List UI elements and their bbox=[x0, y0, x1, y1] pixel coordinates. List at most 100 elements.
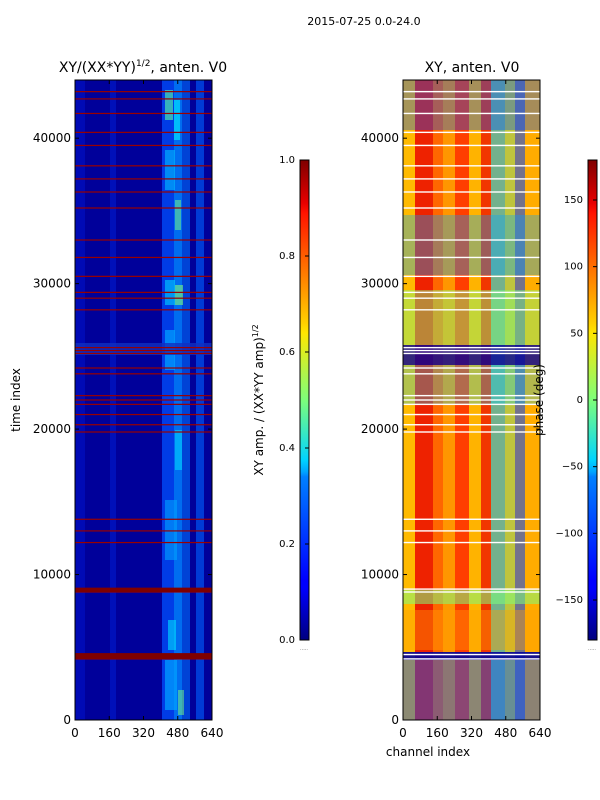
phase-gap-line bbox=[403, 541, 540, 544]
flagged-row-line bbox=[75, 541, 212, 544]
phase-gap-line bbox=[403, 588, 540, 590]
flagged-band bbox=[75, 587, 212, 592]
flagged-band bbox=[75, 653, 212, 659]
flagged-row-line bbox=[75, 144, 212, 147]
phase-gap-line bbox=[403, 394, 540, 397]
amplitude-title-tail: , anten. V0 bbox=[150, 60, 227, 76]
amplitude-y-axis-label: time index bbox=[9, 368, 23, 432]
phase-gap-line bbox=[403, 291, 540, 294]
phase-gap-rows bbox=[403, 90, 540, 660]
colorbar-tick-label: 0.4 bbox=[279, 443, 295, 454]
flagged-row-line bbox=[75, 131, 212, 133]
phase-gap-line bbox=[403, 431, 540, 433]
phase-colorbar: −150 −100 −50 0 50 100 150 ..... phase (deg) bbox=[532, 159, 598, 652]
colorbar-tick-label: 0 bbox=[577, 395, 583, 406]
x-tick-label: 0 bbox=[71, 726, 79, 740]
colorbar-tick-label: 0.2 bbox=[279, 539, 295, 550]
flagged-row-line bbox=[75, 91, 212, 93]
x-tick-label: 0 bbox=[399, 726, 407, 740]
y-tick-label: 30000 bbox=[33, 277, 71, 291]
y-tick-label: 10000 bbox=[33, 568, 71, 582]
phase-x-axis-label: channel index bbox=[386, 745, 470, 759]
flagged-row-line bbox=[75, 431, 212, 433]
flagged-row-line bbox=[75, 367, 212, 369]
flagged-row-line bbox=[75, 191, 212, 193]
x-tick-label: 160 bbox=[426, 726, 449, 740]
amplitude-colorbar-label-main: XY amp. / (XX*YY amp) bbox=[252, 337, 266, 475]
phase-colorbar-label: phase (deg) bbox=[532, 364, 546, 436]
amplitude-heatmap-title: XY/(XX*YY)1/2, anten. V0 bbox=[59, 59, 227, 76]
x-tick-label: 480 bbox=[166, 726, 189, 740]
phase-gap-line bbox=[403, 658, 540, 660]
phase-gap-line bbox=[403, 373, 540, 375]
y-tick-label: 20000 bbox=[361, 422, 399, 436]
phase-gap-line bbox=[403, 424, 540, 426]
phase-gap-line bbox=[403, 207, 540, 209]
amplitude-colorbar-label: XY amp. / (XX*YY amp)1/2 bbox=[251, 324, 266, 475]
phase-heatmap-title: XY, anten. V0 bbox=[425, 60, 520, 76]
phase-gap-line bbox=[403, 349, 540, 352]
flagged-row-line bbox=[75, 297, 212, 299]
y-tick-label: 10000 bbox=[361, 568, 399, 582]
phase-gap-line bbox=[403, 346, 540, 349]
phase-gap-line bbox=[403, 112, 540, 115]
flagged-row-line bbox=[75, 291, 212, 293]
y-tick-label: 0 bbox=[63, 713, 71, 727]
flagged-row-line bbox=[75, 373, 212, 375]
flagged-row-line bbox=[75, 347, 212, 349]
phase-gap-line bbox=[403, 165, 540, 167]
phase-gap-line bbox=[403, 518, 540, 520]
y-tick-label: 30000 bbox=[361, 277, 399, 291]
colorbar-tick-label: 50 bbox=[570, 328, 583, 339]
flagged-row-line bbox=[75, 413, 212, 416]
colorbar-tick-label: 150 bbox=[564, 195, 583, 206]
phase-gap-line bbox=[403, 653, 540, 656]
colorbar-tick-label: 0.0 bbox=[279, 635, 295, 646]
flagged-row-line bbox=[75, 352, 212, 355]
x-tick-label: 640 bbox=[529, 726, 552, 740]
flagged-row-line bbox=[75, 530, 212, 532]
phase-gap-line bbox=[403, 413, 540, 416]
colorbar-tick-label: −150 bbox=[556, 595, 583, 606]
amplitude-colorbar-ticks: 0.0 0.2 0.4 0.6 0.8 1.0 bbox=[279, 155, 309, 646]
figure-title: 2015-07-25 0.0-24.0 bbox=[307, 15, 420, 28]
flagged-row-line bbox=[75, 309, 212, 311]
phase-gap-line bbox=[403, 297, 540, 299]
y-tick-label: 40000 bbox=[33, 131, 71, 145]
x-tick-label: 320 bbox=[132, 726, 155, 740]
phase-gap-line bbox=[403, 275, 540, 278]
flagged-row-line bbox=[75, 178, 212, 180]
amplitude-colorbar-label-superscript: 1/2 bbox=[251, 324, 260, 337]
phase-gap-line bbox=[403, 256, 540, 259]
y-tick-label: 20000 bbox=[33, 422, 71, 436]
phase-y-axis: 0 10000 20000 30000 40000 bbox=[361, 131, 540, 727]
amplitude-title-main: XY/(XX*YY) bbox=[59, 60, 136, 76]
phase-gap-line bbox=[403, 591, 540, 593]
flagged-row-line bbox=[75, 395, 212, 397]
colorbar-tick-label: 100 bbox=[564, 262, 583, 273]
flagged-row-line bbox=[75, 399, 212, 401]
phase-gap-line bbox=[403, 191, 540, 193]
flagged-row-line bbox=[75, 424, 212, 426]
x-tick-label: 160 bbox=[98, 726, 121, 740]
phase-gap-line bbox=[403, 144, 540, 147]
phase-gap-line bbox=[403, 90, 540, 93]
flagged-row-line bbox=[75, 518, 212, 520]
phase-gap-line bbox=[403, 309, 540, 311]
flagged-row-line bbox=[75, 403, 212, 405]
amplitude-colorbar-gradient bbox=[299, 159, 310, 641]
colorbar-tick-label: 0.8 bbox=[279, 251, 295, 262]
amplitude-y-axis: 0 10000 20000 30000 40000 bbox=[33, 131, 212, 727]
phase-x-axis: 0 160 320 480 640 bbox=[399, 80, 551, 740]
phase-gap-line bbox=[403, 98, 540, 100]
phase-gap-line bbox=[403, 403, 540, 406]
amplitude-colorbar: 0.0 0.2 0.4 0.6 0.8 1.0 ..... XY amp. / (XX*Y… bbox=[251, 155, 310, 652]
colorbar-tick-label: −50 bbox=[562, 462, 583, 473]
phase-gap-line bbox=[403, 131, 540, 134]
colorbar-tick-label: 0.6 bbox=[279, 347, 295, 358]
flagged-row-line bbox=[75, 98, 212, 100]
amplitude-x-axis: 0 160 320 480 640 bbox=[71, 80, 223, 740]
phase-colorbar-offset: ..... bbox=[588, 646, 596, 652]
